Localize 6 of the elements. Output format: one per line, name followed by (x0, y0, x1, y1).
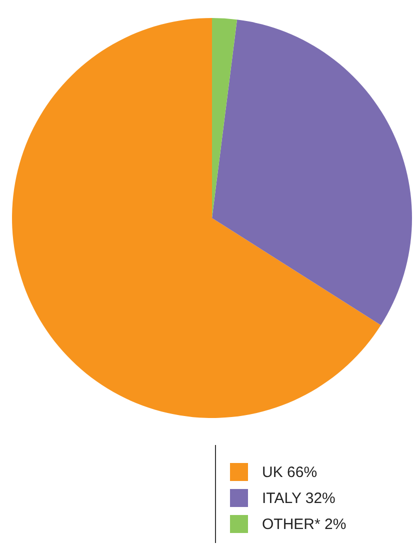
legend-label: UK 66% (262, 464, 318, 480)
legend-label: OTHER* 2% (262, 516, 346, 532)
pie-slice (212, 18, 238, 218)
pie-slice (212, 20, 412, 326)
pie-slice (12, 18, 381, 418)
legend-label: ITALY 32% (262, 490, 336, 506)
